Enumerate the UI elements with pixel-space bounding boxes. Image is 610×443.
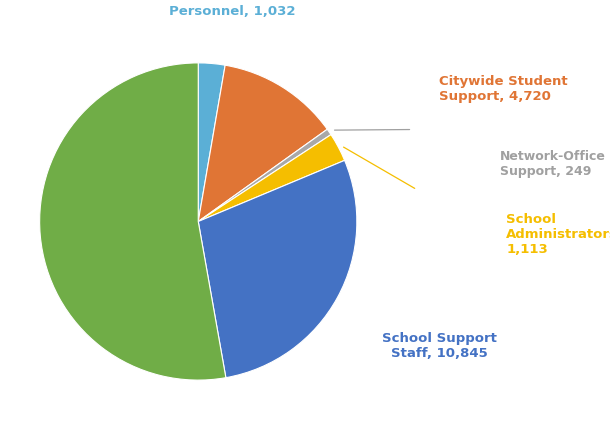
- Wedge shape: [198, 135, 345, 222]
- Wedge shape: [198, 63, 225, 222]
- Wedge shape: [40, 63, 226, 380]
- Text: School Support
Staff, 10,845: School Support Staff, 10,845: [382, 331, 497, 360]
- Text: Central-Office
Personnel, 1,032: Central-Office Personnel, 1,032: [168, 0, 295, 18]
- Wedge shape: [198, 160, 357, 378]
- Text: Teachers, 20,079: Teachers, 20,079: [67, 215, 194, 228]
- Wedge shape: [198, 65, 328, 222]
- Wedge shape: [198, 129, 331, 222]
- Text: School
Administrators,
1,113: School Administrators, 1,113: [506, 213, 610, 256]
- Text: Network-Office
Support, 249: Network-Office Support, 249: [500, 150, 606, 178]
- Text: Citywide Student
Support, 4,720: Citywide Student Support, 4,720: [439, 74, 568, 103]
